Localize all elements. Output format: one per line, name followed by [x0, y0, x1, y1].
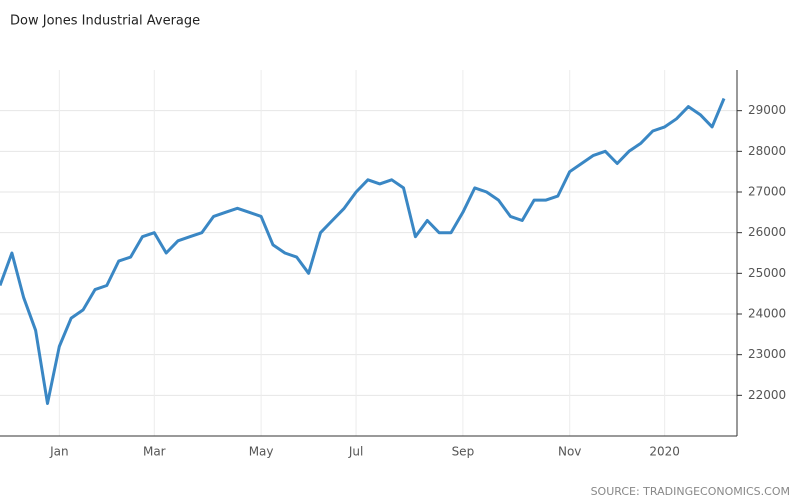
x-tick-label: Sep [452, 445, 475, 459]
x-tick-label: Jul [348, 445, 363, 459]
y-tick-label: 28000 [748, 144, 786, 158]
y-tick-label: 23000 [748, 347, 786, 361]
y-tick-label: 24000 [748, 307, 786, 321]
y-tick-label: 22000 [748, 388, 786, 402]
y-tick-label: 27000 [748, 185, 786, 199]
source: SOURCE: TRADINGECONOMICS.COM [591, 485, 790, 498]
x-tick-label: Jan [49, 445, 69, 459]
x-tick-label: May [249, 445, 274, 459]
line [0, 97, 726, 405]
y-tick-label: 29000 [748, 103, 786, 117]
x-tick-label: Mar [143, 445, 166, 459]
y-tick-label: 26000 [748, 225, 786, 239]
x-tick-label: Nov [558, 445, 581, 459]
chart-title: Dow Jones Industrial Average [10, 14, 200, 29]
y-tick-label: 25000 [748, 266, 786, 280]
x-tick-label: 2020 [649, 445, 680, 459]
